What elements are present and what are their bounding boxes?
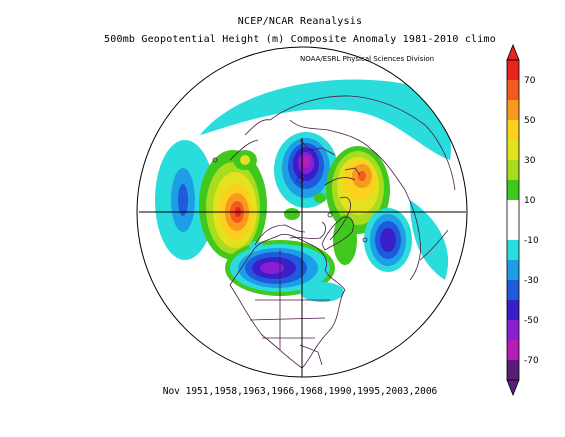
polar-map bbox=[136, 46, 468, 378]
legend-bin bbox=[507, 100, 519, 120]
coastlines bbox=[212, 95, 456, 369]
legend-tick-label: 70 bbox=[524, 76, 536, 86]
legend-bin bbox=[507, 60, 519, 80]
legend-bin bbox=[507, 180, 519, 200]
legend-bin bbox=[507, 160, 519, 180]
legend-frame bbox=[506, 59, 520, 381]
title-line-2: 500mb Geopotential Height (m) Composite … bbox=[104, 34, 496, 45]
legend-bin bbox=[507, 280, 519, 300]
legend-bottom-arrow-fill bbox=[507, 380, 519, 395]
color-legend-bins bbox=[507, 45, 519, 395]
legend-bin bbox=[507, 360, 519, 380]
legend-bin bbox=[507, 140, 519, 160]
legend-tick-labels: 70 50 30 10 -10 -30 -50 -70 bbox=[524, 76, 539, 366]
legend-bin bbox=[507, 340, 519, 360]
footer-dates: Nov 1951,1958,1963,1966,1968,1990,1995,2… bbox=[162, 386, 438, 397]
legend-tick-label: 30 bbox=[524, 156, 536, 166]
legend-top-arrow-fill bbox=[507, 45, 519, 60]
legend-bin bbox=[507, 80, 519, 100]
legend-tick-label: -30 bbox=[524, 276, 539, 286]
legend-tick-label: -70 bbox=[524, 356, 539, 366]
legend-tick-label: 10 bbox=[524, 196, 536, 206]
legend-bin bbox=[507, 240, 519, 260]
credit-line: NOAA/ESRL Physical Sciences Division bbox=[300, 55, 435, 63]
legend-bin bbox=[507, 320, 519, 340]
legend-bin bbox=[507, 300, 519, 320]
legend-bin bbox=[507, 120, 519, 140]
legend-tick-label: 50 bbox=[524, 116, 536, 126]
title-line-1: NCEP/NCAR Reanalysis bbox=[237, 16, 363, 27]
anomaly-field bbox=[155, 79, 451, 302]
legend-bin bbox=[507, 200, 519, 240]
legend-bin bbox=[507, 260, 519, 280]
legend-tick-label: -10 bbox=[524, 236, 539, 246]
legend-tick-label: -50 bbox=[524, 316, 539, 326]
